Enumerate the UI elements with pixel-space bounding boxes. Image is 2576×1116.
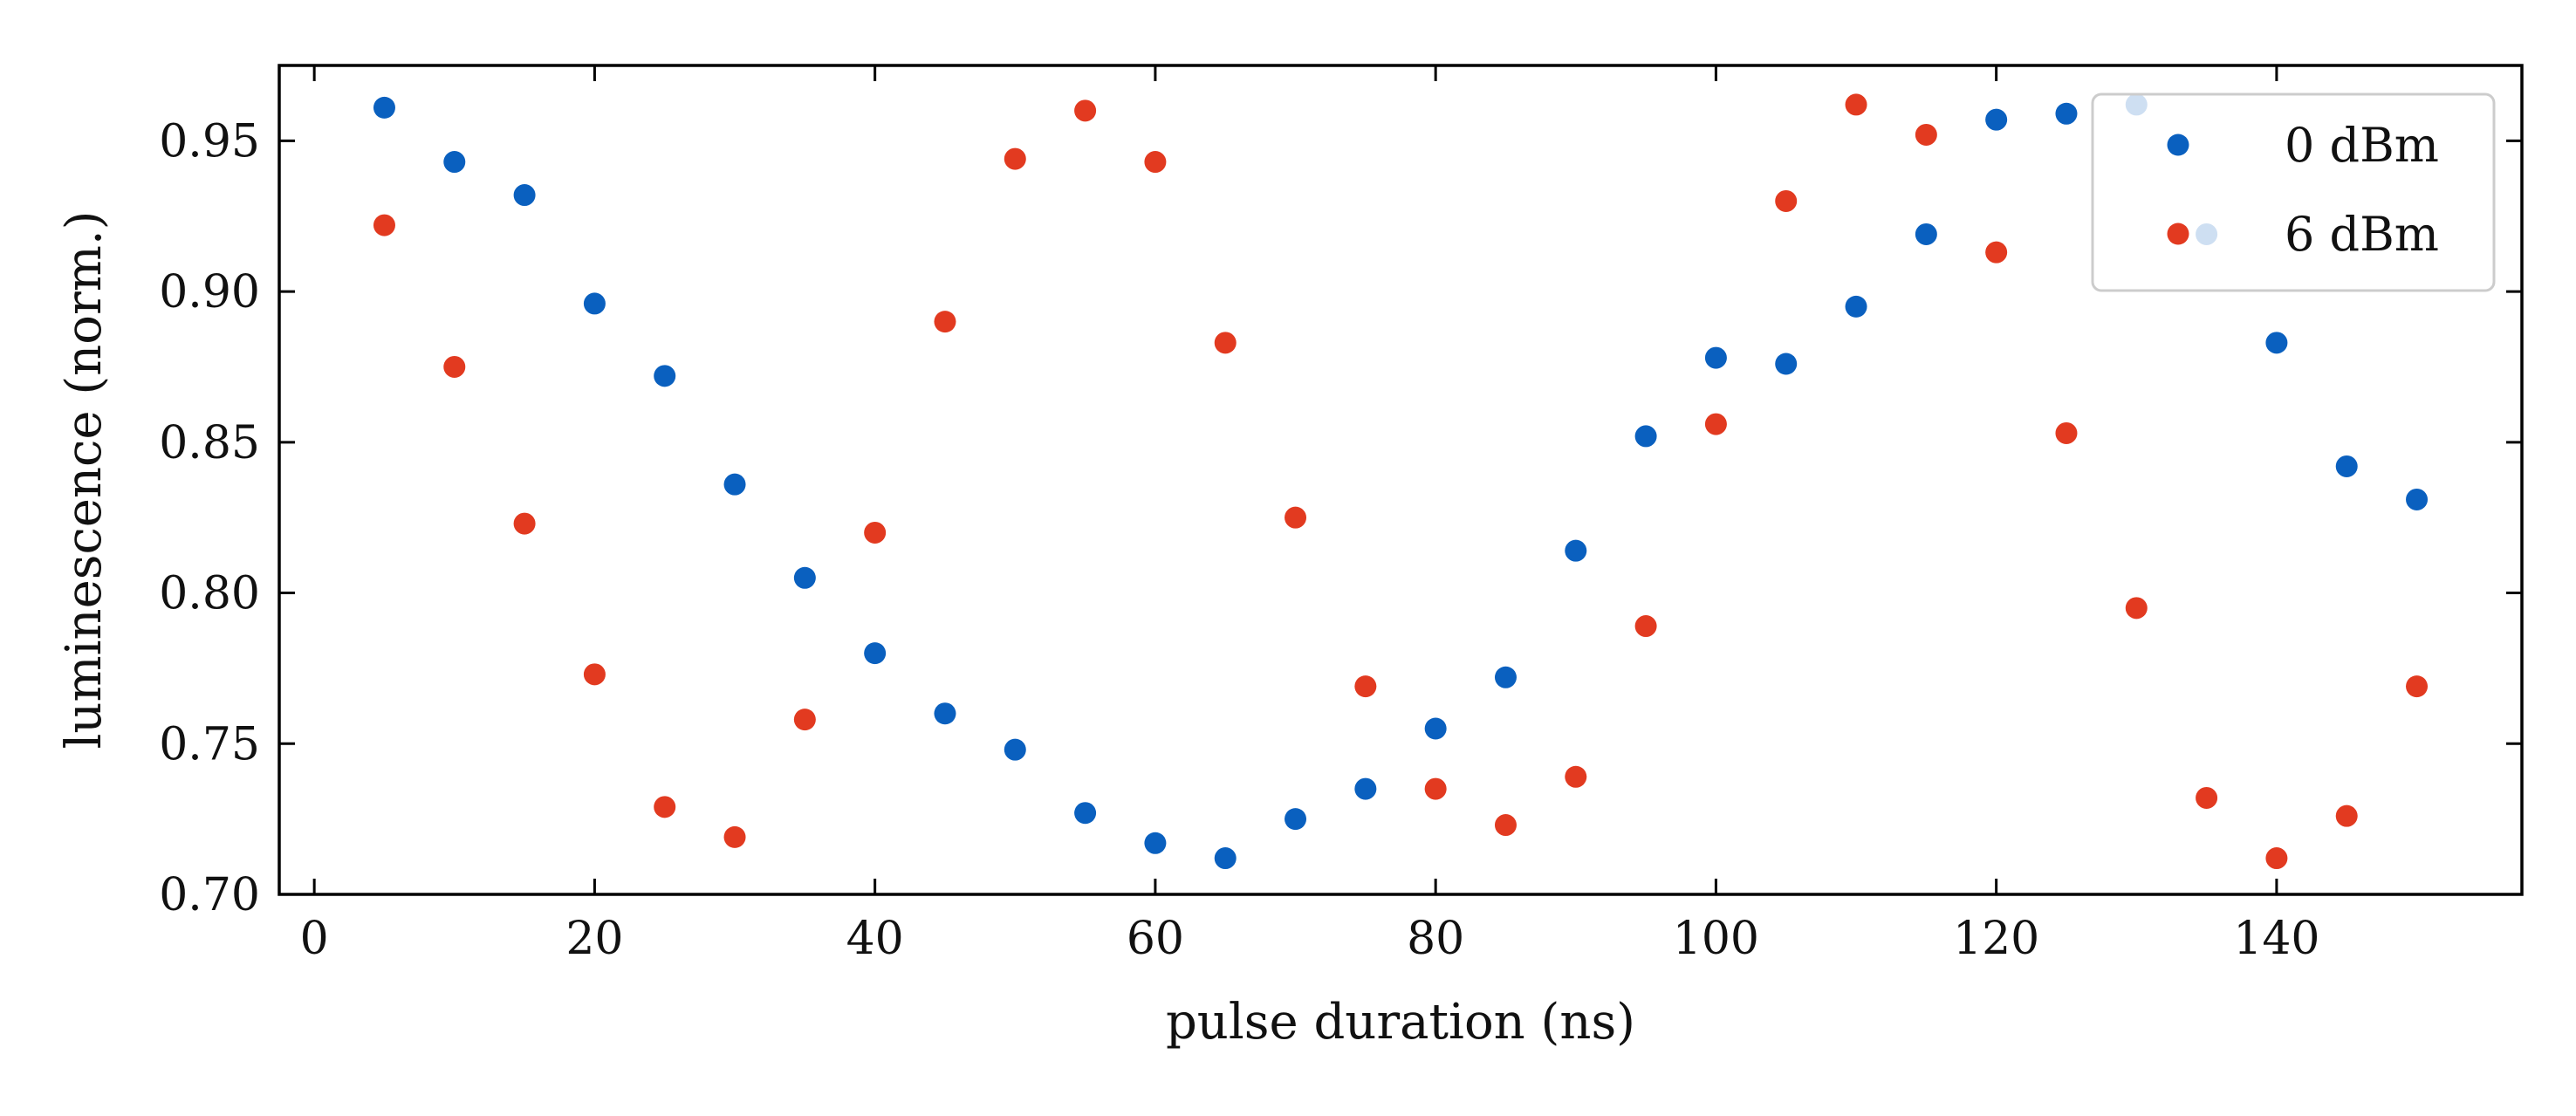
data-point-6-dbm xyxy=(2406,675,2429,698)
data-point-0-dbm xyxy=(1354,777,1377,800)
data-point-6-dbm xyxy=(723,825,746,848)
data-point-6-dbm xyxy=(1634,615,1657,638)
data-point-0-dbm xyxy=(2055,102,2078,125)
data-point-6-dbm xyxy=(864,521,887,544)
data-point-6-dbm xyxy=(1494,814,1517,837)
data-point-6-dbm xyxy=(2055,421,2078,444)
data-point-0-dbm xyxy=(2265,332,2288,354)
y-tick-label: 0.95 xyxy=(159,115,260,168)
data-point-6-dbm xyxy=(1354,675,1377,698)
data-point-6-dbm xyxy=(2265,847,2288,870)
data-point-6-dbm xyxy=(1424,777,1447,800)
axis-ticks-layer: 0 20 40 60 80 100 120 140 0.70 0.75 0.80 0.85 0.90 0.… xyxy=(159,65,2522,965)
data-point-6-dbm xyxy=(1915,123,1937,146)
data-point-0-dbm xyxy=(1634,425,1657,448)
data-point-6-dbm xyxy=(793,709,816,731)
data-point-6-dbm xyxy=(1285,506,1307,529)
data-point-0-dbm xyxy=(1214,847,1237,870)
y-tick-label: 0.85 xyxy=(159,417,260,469)
legend-label: 0 dBm xyxy=(2285,118,2439,173)
data-point-0-dbm xyxy=(654,365,676,387)
y-tick-label: 0.70 xyxy=(159,869,260,921)
x-tick-label: 80 xyxy=(1407,913,1464,965)
x-axis-title: pulse duration (ns) xyxy=(1166,994,1635,1051)
data-point-6-dbm xyxy=(2125,597,2148,620)
data-point-6-dbm xyxy=(513,512,536,535)
data-point-0-dbm xyxy=(1144,832,1167,854)
data-point-0-dbm xyxy=(1704,346,1727,369)
data-point-6-dbm xyxy=(443,355,466,378)
legend-marker xyxy=(2167,134,2189,156)
data-point-6-dbm xyxy=(1845,93,1867,116)
data-point-0-dbm xyxy=(583,292,606,315)
data-point-6-dbm xyxy=(1144,151,1167,174)
x-tick-label: 140 xyxy=(2233,913,2319,965)
data-point-0-dbm xyxy=(2406,488,2429,510)
data-point-6-dbm xyxy=(654,796,676,818)
data-point-6-dbm xyxy=(1214,332,1237,354)
plot-frame xyxy=(277,64,2524,896)
data-point-0-dbm xyxy=(864,642,887,665)
data-point-0-dbm xyxy=(1565,539,1587,562)
data-point-6-dbm xyxy=(1775,189,1798,212)
data-point-0-dbm xyxy=(2335,455,2358,477)
data-point-6-dbm xyxy=(2335,804,2358,827)
data-point-0-dbm xyxy=(723,473,746,496)
data-point-0-dbm xyxy=(1915,223,1937,245)
data-point-6-dbm xyxy=(583,663,606,686)
data-point-0-dbm xyxy=(1494,666,1517,688)
data-point-6-dbm xyxy=(2196,786,2218,809)
data-point-0-dbm xyxy=(793,566,816,589)
data-point-0-dbm xyxy=(1775,353,1798,375)
data-point-0-dbm xyxy=(443,151,466,174)
x-tick-label: 60 xyxy=(1127,913,1184,965)
data-point-0-dbm xyxy=(513,184,536,207)
y-tick-label: 0.75 xyxy=(159,718,260,770)
y-tick-label: 0.80 xyxy=(159,568,260,620)
data-point-0-dbm xyxy=(1285,808,1307,831)
legend-box xyxy=(2091,92,2496,292)
x-tick-label: 20 xyxy=(565,913,623,965)
y-axis-title: luminescence (norm.) xyxy=(56,211,113,750)
data-point-6-dbm xyxy=(934,311,956,333)
x-tick-label: 120 xyxy=(1953,913,2039,965)
x-tick-label: 100 xyxy=(1673,913,1759,965)
data-point-6-dbm xyxy=(373,214,395,236)
data-point-6-dbm xyxy=(1004,147,1026,170)
x-tick-label: 40 xyxy=(846,913,904,965)
data-points-layer xyxy=(373,93,2429,870)
data-point-0-dbm xyxy=(1074,802,1097,825)
legend-label: 6 dBm xyxy=(2285,207,2439,262)
data-point-6-dbm xyxy=(1704,413,1727,435)
data-point-0-dbm xyxy=(1424,717,1447,740)
data-point-0-dbm xyxy=(1985,108,2008,131)
legend: 0 dBm 6 dBm xyxy=(2091,92,2496,292)
data-point-6-dbm xyxy=(1074,99,1097,122)
data-point-0-dbm xyxy=(373,96,395,119)
legend-marker xyxy=(2167,223,2189,245)
data-point-0-dbm xyxy=(1004,738,1026,761)
data-point-0-dbm xyxy=(934,702,956,725)
y-tick-label: 0.90 xyxy=(159,266,260,318)
data-point-6-dbm xyxy=(1985,241,2008,264)
data-point-6-dbm xyxy=(1565,765,1587,788)
x-tick-label: 0 xyxy=(300,913,329,965)
data-point-0-dbm xyxy=(1845,295,1867,318)
